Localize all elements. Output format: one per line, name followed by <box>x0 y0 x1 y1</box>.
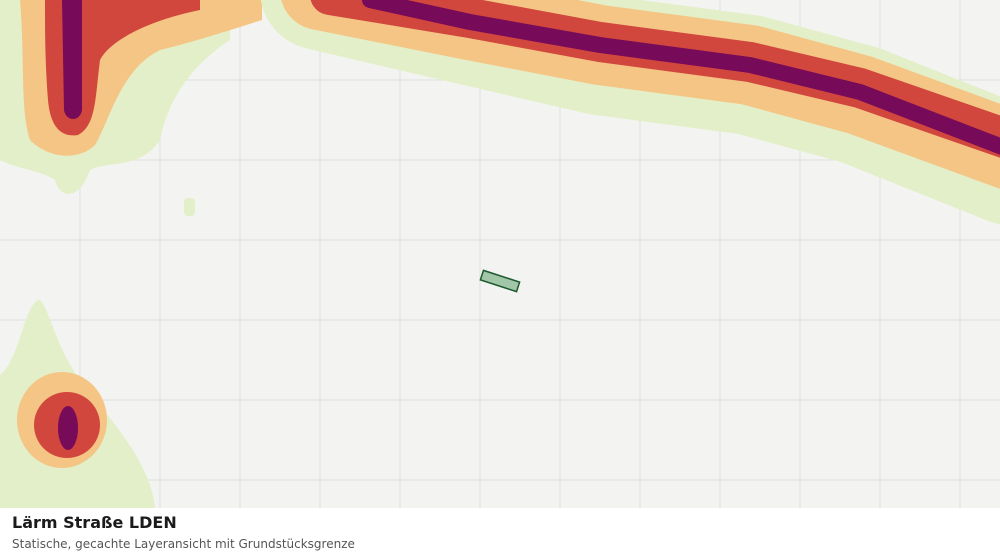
noise-level-very-high <box>62 0 82 119</box>
noise-level-very-high <box>362 0 1000 155</box>
noise-zone-left <box>0 0 262 216</box>
map-subtitle: Statische, gecachte Layeransicht mit Gru… <box>12 537 355 551</box>
noise-level-low <box>184 198 195 216</box>
noise-zone-road <box>261 0 1000 224</box>
noise-level-high <box>45 0 200 136</box>
noise-map <box>0 0 1000 508</box>
parcel-boundary <box>479 269 521 293</box>
map-title: Lärm Straße LDEN <box>12 513 177 532</box>
noise-zone-bottom-left <box>0 300 155 508</box>
noise-level-very-high <box>58 406 78 450</box>
caption: Lärm Straße LDEN Statische, gecachte Lay… <box>0 508 1000 560</box>
map-layers <box>0 0 1000 508</box>
